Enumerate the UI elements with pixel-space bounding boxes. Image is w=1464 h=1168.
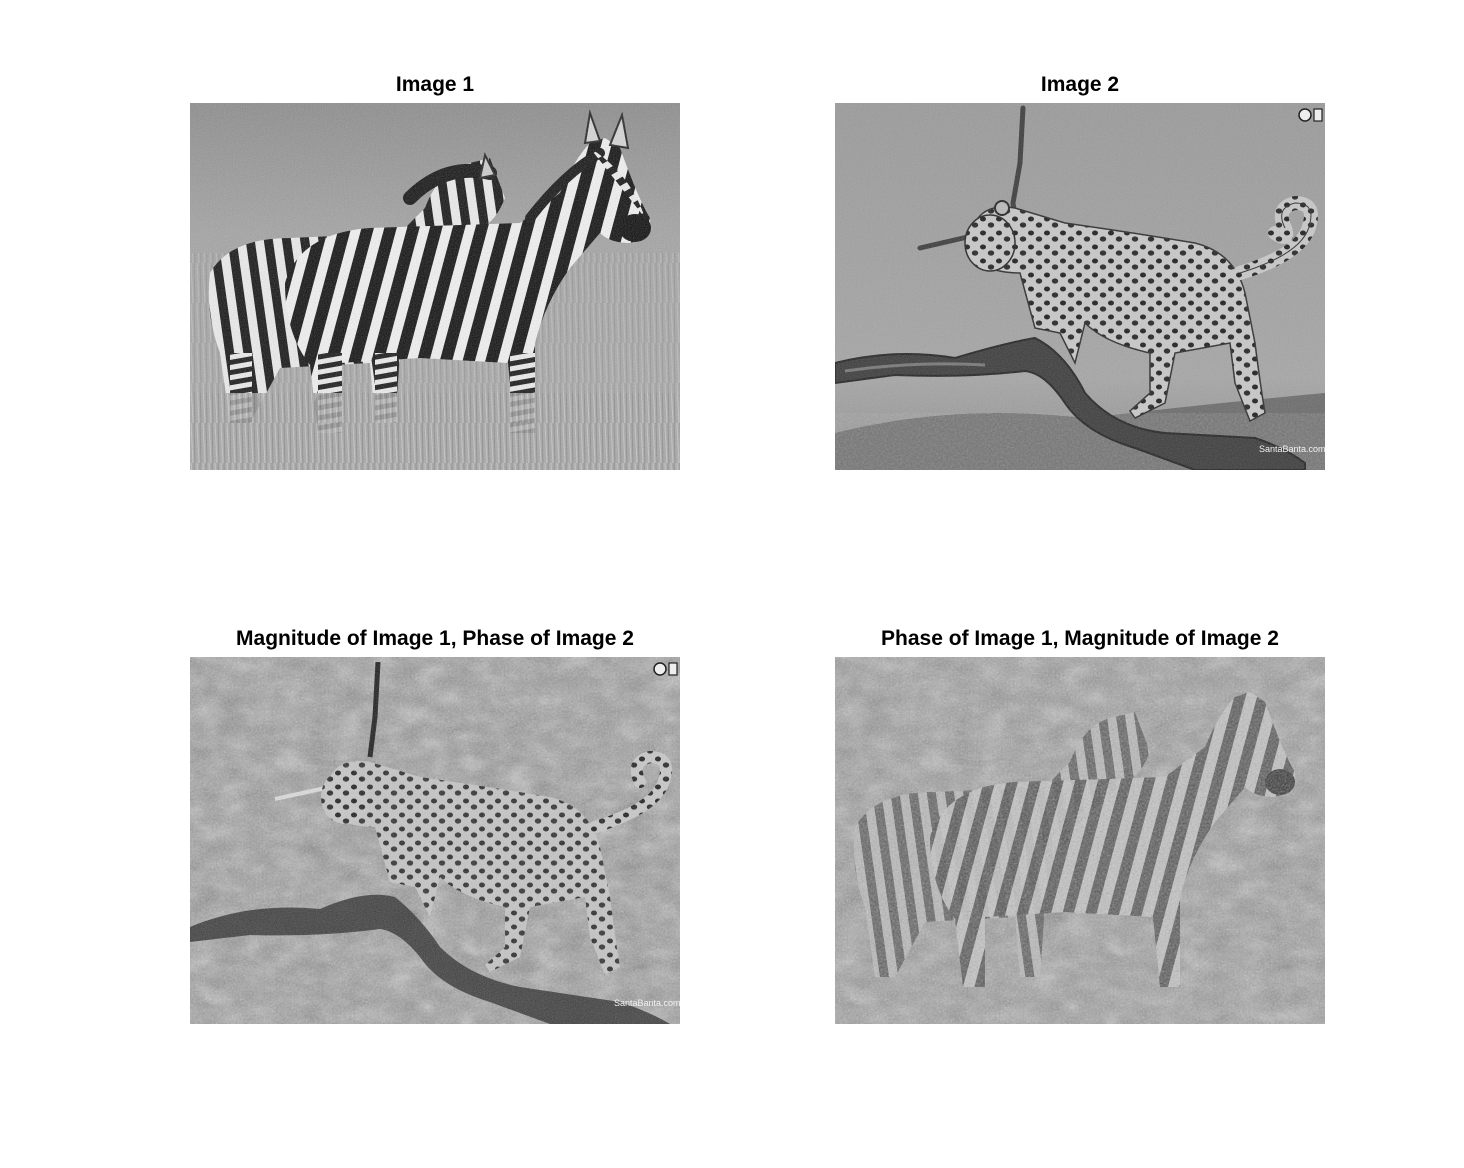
hybrid-leopard-image: SantaBanta.com bbox=[190, 657, 680, 1024]
panel-title: Image 2 bbox=[1040, 73, 1120, 96]
panel-image-1: Image 1 bbox=[190, 73, 680, 470]
panel-title: Magnitude of Image 1, Phase of Image 2 bbox=[236, 627, 634, 650]
panel-phase-1-magnitude-2: Phase of Image 1, Magnitude of Image 2 bbox=[835, 627, 1325, 1024]
panel-magnitude-1-phase-2: Magnitude of Image 1, Phase of Image 2 S… bbox=[190, 627, 680, 1024]
watermark-text: SantaBanta.com bbox=[1259, 444, 1325, 454]
panel-image-2: Image 2 bbox=[835, 73, 1325, 470]
zebra-photo bbox=[190, 103, 680, 470]
leopard-photo: SantaBanta.com bbox=[835, 103, 1325, 470]
watermark-text: SantaBanta.com bbox=[614, 998, 680, 1008]
panel-title: Phase of Image 1, Magnitude of Image 2 bbox=[881, 627, 1279, 650]
panel-title: Image 1 bbox=[395, 73, 475, 96]
hybrid-zebra-image bbox=[835, 657, 1325, 1024]
